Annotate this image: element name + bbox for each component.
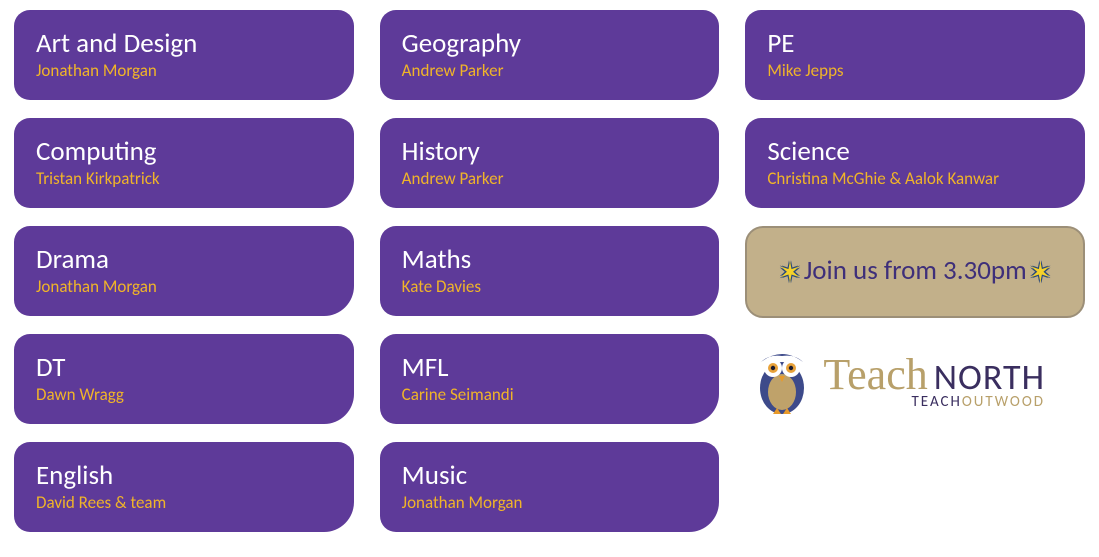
subject-card: DT Dawn Wragg (14, 334, 354, 424)
subject-teacher: Jonathan Morgan (36, 61, 332, 81)
subject-teacher: David Rees & team (36, 493, 332, 513)
subject-card: PE Mike Jepps (745, 10, 1085, 100)
cta-text: ✶Join us from 3.30pm✶ (776, 254, 1054, 290)
column-2: Geography Andrew Parker History Andrew P… (380, 10, 720, 532)
subject-teacher: Jonathan Morgan (402, 493, 698, 513)
subject-title: Science (767, 136, 1063, 167)
subject-teacher: Jonathan Morgan (36, 277, 332, 297)
column-3: PE Mike Jepps Science Christina McGhie &… (745, 10, 1085, 532)
subject-card: Science Christina McGhie & Aalok Kanwar (745, 118, 1085, 208)
teach-north-logo: Teach NORTH TEACHOUTWOOD (745, 336, 1085, 426)
subject-title: Geography (402, 28, 698, 59)
subject-title: Music (402, 460, 698, 491)
subject-teacher: Mike Jepps (767, 61, 1063, 81)
join-us-callout: ✶Join us from 3.30pm✶ (745, 226, 1085, 318)
subject-card: Drama Jonathan Morgan (14, 226, 354, 316)
subject-title: PE (767, 28, 1063, 59)
logo-text: Teach NORTH TEACHOUTWOOD (823, 353, 1045, 410)
subject-card: English David Rees & team (14, 442, 354, 532)
subject-teacher: Christina McGhie & Aalok Kanwar (767, 169, 1063, 189)
subject-card: Computing Tristan Kirkpatrick (14, 118, 354, 208)
subject-card: MFL Carine Seimandi (380, 334, 720, 424)
cta-line: Join us from 3.30pm (804, 254, 1027, 287)
subject-title: English (36, 460, 332, 491)
column-1: Art and Design Jonathan Morgan Computing… (14, 10, 354, 532)
subject-teacher: Dawn Wragg (36, 385, 332, 405)
subject-title: Computing (36, 136, 332, 167)
subject-title: Drama (36, 244, 332, 275)
subject-title: DT (36, 352, 332, 383)
subject-teacher: Andrew Parker (402, 61, 698, 81)
logo-word-north: NORTH (934, 359, 1045, 395)
subject-teacher: Tristan Kirkpatrick (36, 169, 332, 189)
subject-card: Music Jonathan Morgan (380, 442, 720, 532)
subject-card: Maths Kate Davies (380, 226, 720, 316)
logo-sub-outwood: OUTWOOD (962, 393, 1045, 411)
subject-title: MFL (402, 352, 698, 383)
subject-teacher: Carine Seimandi (402, 385, 698, 405)
subject-teacher: Kate Davies (402, 277, 698, 297)
subject-teacher: Andrew Parker (402, 169, 698, 189)
subject-card: Art and Design Jonathan Morgan (14, 10, 354, 100)
star-icon: ✶ (1029, 255, 1052, 290)
subject-title: Maths (402, 244, 698, 275)
subject-title: History (402, 136, 698, 167)
logo-sub-teach: TEACH (911, 393, 961, 411)
subject-grid: Art and Design Jonathan Morgan Computing… (0, 0, 1099, 542)
owl-icon (751, 344, 813, 418)
star-icon: ✶ (778, 255, 801, 290)
logo-row-1: Teach NORTH (823, 353, 1045, 397)
subject-title: Art and Design (36, 28, 332, 59)
logo-row-2: TEACHOUTWOOD (911, 395, 1045, 410)
logo-word-teach: Teach (823, 353, 927, 397)
subject-card: History Andrew Parker (380, 118, 720, 208)
subject-card: Geography Andrew Parker (380, 10, 720, 100)
